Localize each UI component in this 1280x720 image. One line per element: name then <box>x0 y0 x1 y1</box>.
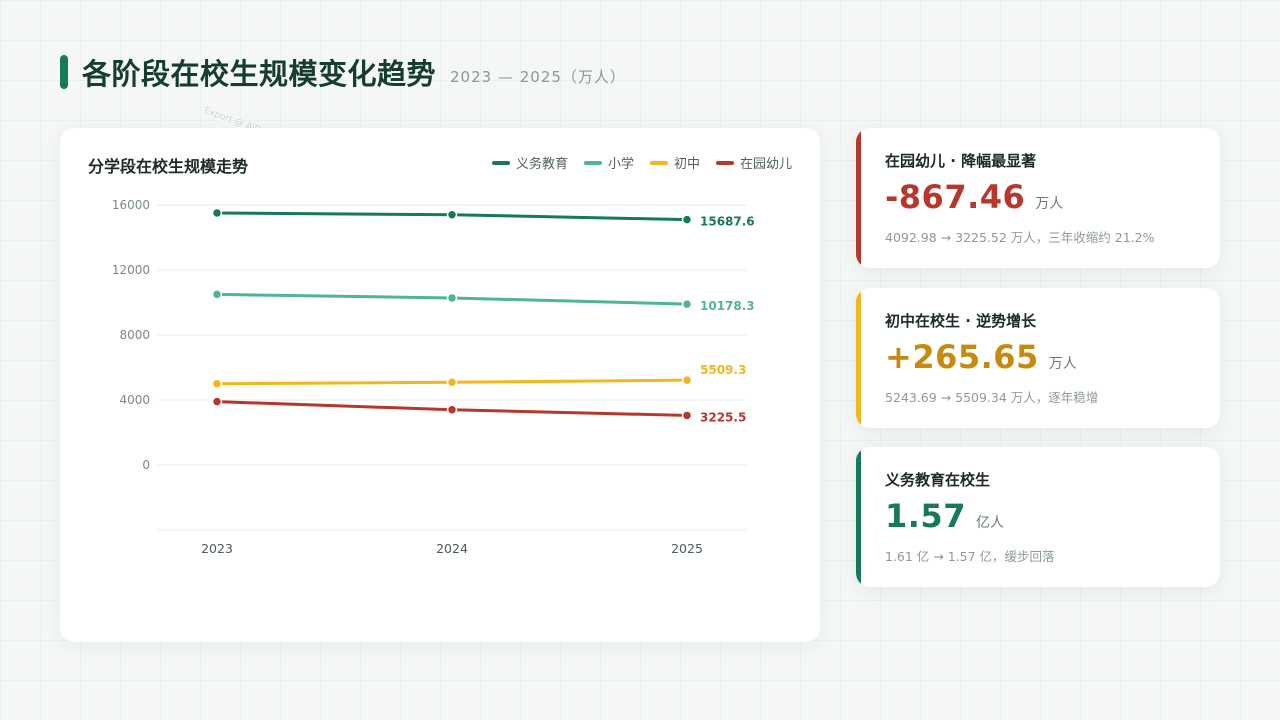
page-subtitle: 2023 — 2025（万人） <box>450 67 626 86</box>
kpi-unit: 亿人 <box>975 515 1004 531</box>
kpi-value-0: -867.46 <box>885 178 1026 216</box>
kpi-value-row: +265.65 万人 <box>885 338 1077 376</box>
kpi-note: 5243.69 → 5509.34 万人，逐年稳增 <box>885 390 1099 405</box>
kpi-title: 初中在校生 · 逆势增长 <box>885 312 1037 330</box>
legend-swatch-1 <box>583 160 602 165</box>
kpi-card-kindergarten: 在园幼儿 · 降幅最显著 -867.46 万人 4092.98 → 3225.5… <box>856 128 1220 268</box>
data-point-2-0 <box>211 378 223 389</box>
y-tick-label: 12000 <box>112 263 150 277</box>
x-tick-label: 2024 <box>436 541 468 556</box>
y-tick-label: 16000 <box>112 198 150 212</box>
legend-label-3: 在园幼儿 <box>739 157 792 172</box>
data-point-3-0 <box>211 396 223 407</box>
x-tick-label: 2023 <box>201 541 233 556</box>
kpi-card-compulsory-education: 义务教育在校生 1.57 亿人 1.61 亿 → 1.57 亿，缓步回落 <box>856 447 1220 587</box>
legend-swatch-2 <box>649 160 668 165</box>
chart-card: 分学段在校生规模走势 义务教育 小学 初中 在园幼儿 0 4000 8000 1200… <box>60 128 820 642</box>
data-point-1-2 <box>681 298 693 310</box>
kpi-card-junior-high: 初中在校生 · 逆势增长 +265.65 万人 5243.69 → 5509.3… <box>856 288 1220 428</box>
line-chart: 0 4000 8000 12000 16000 2023 2024 2025 15687.6 10… <box>112 198 755 556</box>
chart-title: 分学段在校生规模走势 <box>88 157 249 176</box>
kpi-note: 4092.98 → 3225.52 万人，三年收缩约 21.2% <box>885 230 1155 245</box>
legend-swatch-3 <box>715 160 734 165</box>
legend-item-2[interactable]: 初中 <box>649 153 700 172</box>
legend-label-0: 义务教育 <box>515 157 568 172</box>
data-point-0-1 <box>446 209 458 220</box>
kpi-title: 在园幼儿 · 降幅最显著 <box>885 152 1037 170</box>
legend-item-0[interactable]: 义务教育 <box>491 153 568 172</box>
kpi-accent-2 <box>856 447 861 587</box>
data-point-2-2 <box>681 374 693 386</box>
legend-item-1[interactable]: 小学 <box>583 153 634 172</box>
y-tick-label: 8000 <box>119 328 150 342</box>
legend-item-3[interactable]: 在园幼儿 <box>715 153 792 172</box>
header-accent-bar <box>60 55 68 89</box>
data-label-3: 3225.5 <box>700 410 746 424</box>
kpi-note: 1.61 亿 → 1.57 亿，缓步回落 <box>885 549 1055 564</box>
x-tick-label: 2025 <box>671 541 703 556</box>
kpi-title: 义务教育在校生 <box>885 471 991 489</box>
legend-label-2: 初中 <box>673 157 700 172</box>
data-label-0: 15687.6 <box>700 215 755 229</box>
kpi-unit: 万人 <box>1035 196 1064 212</box>
data-point-3-1 <box>446 404 458 415</box>
data-point-1-0 <box>211 289 223 300</box>
data-label-2: 5509.3 <box>700 363 746 377</box>
kpi-value-2: 1.57 <box>885 497 966 535</box>
data-label-1: 10178.3 <box>700 299 755 313</box>
data-point-0-0 <box>211 207 223 219</box>
kpi-value-row: 1.57 亿人 <box>885 497 1004 535</box>
page-header: 各阶段在校生规模变化趋势 2023 — 2025（万人） <box>60 54 626 91</box>
legend-label-1: 小学 <box>607 157 634 172</box>
data-point-3-2 <box>681 410 693 421</box>
data-point-2-1 <box>446 377 458 388</box>
legend-swatch-0 <box>491 160 510 165</box>
data-point-1-1 <box>446 292 458 304</box>
data-point-0-2 <box>681 214 693 225</box>
kpi-accent-1 <box>856 288 861 428</box>
y-tick-label: 0 <box>142 458 150 472</box>
kpi-unit: 万人 <box>1048 356 1077 372</box>
kpi-accent-0 <box>856 128 861 268</box>
kpi-value-1: +265.65 <box>885 338 1039 376</box>
chart-legend: 义务教育 小学 初中 在园幼儿 <box>476 153 792 172</box>
kpi-value-row: -867.46 万人 <box>885 178 1063 216</box>
y-tick-label: 4000 <box>119 393 150 407</box>
page-title: 各阶段在校生规模变化趋势 <box>82 57 437 91</box>
